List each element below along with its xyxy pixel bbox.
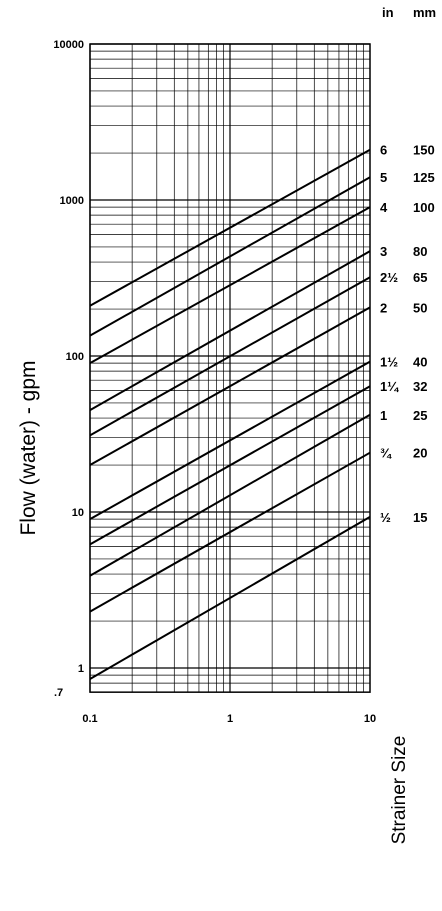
- size-label-mm: 15: [413, 510, 427, 525]
- size-label-in: 1: [380, 408, 387, 423]
- size-label-mm: 25: [413, 408, 427, 423]
- size-label-mm: 50: [413, 300, 427, 315]
- size-label-in: 1¼: [380, 379, 399, 394]
- series-line: [89, 385, 371, 546]
- size-label-in: 3: [380, 244, 387, 259]
- size-label-mm: 40: [413, 355, 427, 370]
- series-lines: [89, 148, 371, 680]
- size-label-mm: 20: [413, 446, 427, 461]
- x-tick-label: 10: [364, 713, 376, 725]
- series-line: [89, 413, 371, 577]
- series-line: [89, 176, 371, 337]
- y-axis-label: Flow (water) - gpm: [17, 360, 40, 535]
- x-axis-ticks: 0.1 1 10: [82, 713, 376, 725]
- size-label-in: 2: [380, 300, 387, 315]
- strainer-size-title: Strainer Size: [389, 736, 410, 845]
- size-label-in: 4: [380, 200, 388, 215]
- series-line: [89, 276, 371, 437]
- y-tick-label: 1000: [60, 195, 84, 207]
- series-line: [89, 206, 371, 365]
- size-label-in: ½: [380, 510, 391, 525]
- series-line: [89, 451, 371, 613]
- size-label-mm: 100: [413, 200, 435, 215]
- size-label-in: ¾: [380, 446, 392, 461]
- y-tick-label: 10: [72, 507, 84, 519]
- size-label-in: 6: [380, 143, 387, 158]
- y-tick-label: 1: [78, 663, 84, 675]
- chart-grid: [89, 43, 370, 693]
- size-label-mm: 80: [413, 244, 427, 259]
- y-tick-label: .7: [54, 687, 63, 699]
- size-label-mm: 150: [413, 143, 435, 158]
- y-tick-label: 10000: [53, 39, 84, 51]
- size-label-in: 5: [380, 170, 387, 185]
- header-mm: mm: [413, 5, 436, 20]
- y-axis-ticks: 10000 1000 100 10 1 .7: [53, 39, 84, 699]
- x-tick-label: 1: [227, 713, 233, 725]
- series-line: [89, 250, 371, 411]
- header-in: in: [382, 5, 394, 20]
- size-label-mm: 125: [413, 170, 435, 185]
- size-label-in: 1½: [380, 355, 398, 370]
- size-label-mm: 65: [413, 270, 427, 285]
- size-label-mm: 32: [413, 379, 427, 394]
- series-line: [89, 148, 371, 307]
- series-line: [89, 360, 371, 521]
- series-line: [89, 306, 371, 466]
- series-line: [89, 516, 371, 680]
- size-label-in: 2½: [380, 270, 398, 285]
- y-tick-label: 100: [66, 351, 84, 363]
- x-tick-label: 0.1: [82, 713, 97, 725]
- plot-frame: [89, 43, 371, 693]
